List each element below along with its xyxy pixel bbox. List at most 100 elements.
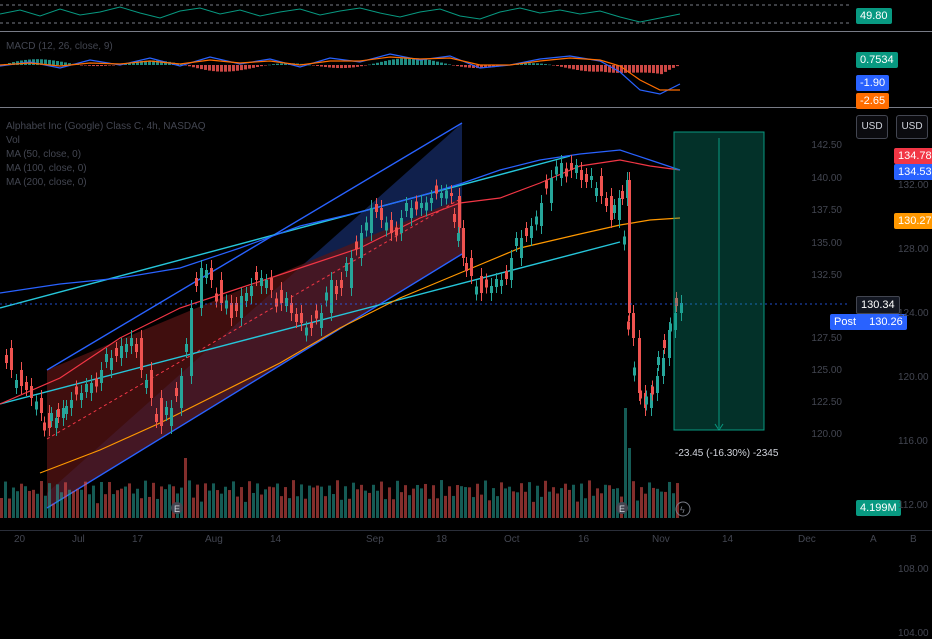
- volume-bar: [404, 485, 407, 518]
- candle-body: [335, 286, 338, 294]
- candle-body: [275, 298, 278, 307]
- time-label: Aug: [205, 534, 223, 545]
- macd-bar: [360, 65, 363, 67]
- axis-button-a[interactable]: A: [870, 534, 877, 545]
- candle-body: [300, 313, 303, 323]
- candle-body: [5, 355, 8, 363]
- volume-bar: [44, 495, 47, 518]
- macd-plot: [0, 53, 681, 95]
- macd-bar: [312, 65, 315, 66]
- macd-bar: [328, 65, 331, 68]
- volume-bar: [580, 483, 583, 518]
- volume-bar: [20, 483, 23, 518]
- macd-signal-badge: -2.65: [856, 93, 890, 109]
- volume-bar: [516, 492, 519, 518]
- volume-bar: [596, 488, 599, 518]
- macd-bar: [56, 61, 59, 65]
- candle-body: [458, 196, 461, 228]
- time-axis[interactable]: 20 Jul 17 Aug 14 Sep 18 Oct 16 Nov 14 De…: [0, 530, 932, 551]
- volume-bar: [412, 488, 415, 518]
- macd-bar: [244, 65, 247, 70]
- candle-body: [340, 280, 343, 288]
- candle-body: [130, 338, 133, 346]
- price-tick: 122.50: [811, 397, 842, 408]
- macd-bar: [280, 63, 283, 65]
- macd-bar: [656, 65, 659, 74]
- candle-body: [160, 398, 163, 426]
- candle-body: [618, 198, 621, 220]
- volume-bar: [212, 483, 215, 518]
- volume-bar: [552, 487, 555, 518]
- volume-bar: [104, 494, 107, 518]
- macd-bar: [628, 65, 631, 73]
- volume-bar: [252, 492, 255, 518]
- candle-body: [475, 286, 478, 295]
- volume-bar: [376, 490, 379, 518]
- earnings-marker-2: E: [616, 502, 628, 514]
- macd-bar: [240, 65, 243, 71]
- volume-bar: [136, 488, 139, 518]
- volume-bar: [88, 494, 91, 518]
- macd-bar: [344, 65, 347, 69]
- ma50-price-badge: 134.53: [894, 164, 932, 180]
- channel-bottom-line: [46, 253, 463, 509]
- volume-bar: [380, 481, 383, 518]
- channel-top-line: [46, 122, 463, 371]
- candle-body: [638, 338, 641, 393]
- macd-bar: [460, 65, 463, 67]
- candle-body: [135, 344, 138, 352]
- macd-bar: [400, 58, 403, 65]
- time-label: Sep: [366, 534, 384, 545]
- macd-bar: [572, 65, 575, 70]
- macd-bar: [220, 65, 223, 72]
- macd-bar: [376, 62, 379, 65]
- volume-bar: [272, 487, 275, 518]
- volume-bar: [200, 501, 203, 518]
- volume-bar: [204, 483, 207, 518]
- ma100-line: [0, 149, 681, 294]
- macd-bar: [624, 65, 627, 73]
- candle-body: [40, 398, 43, 413]
- macd-pane[interactable]: MACD (12, 26, close, 9): [0, 32, 850, 107]
- axis-button-b[interactable]: B: [910, 534, 917, 545]
- pane-separator[interactable]: [0, 31, 932, 32]
- candle-body: [350, 258, 353, 288]
- candle-body: [200, 268, 203, 308]
- candle-body: [410, 208, 413, 218]
- candle-body: [10, 348, 13, 370]
- candle-body: [400, 218, 403, 233]
- currency-button-left[interactable]: USD: [856, 115, 888, 139]
- macd-bar: [268, 64, 271, 66]
- macd-bar: [148, 60, 151, 65]
- volume-bar: [284, 487, 287, 518]
- macd-bar: [488, 65, 491, 68]
- volume-bar: [168, 484, 171, 518]
- rsi-pane[interactable]: [0, 0, 850, 31]
- price-scale[interactable]: 49.80 0.7534 -1.90 -2.65 USD USD 134.78 …: [830, 0, 932, 639]
- candle-body: [435, 185, 438, 194]
- candle-body: [570, 163, 573, 170]
- macd-bar: [40, 59, 43, 65]
- volume-bar: [48, 483, 51, 518]
- currency-button-right[interactable]: USD: [896, 115, 928, 139]
- volume-bar: [196, 484, 199, 518]
- price-pane[interactable]: Alphabet Inc (Google) Class C, 4h, NASDA…: [0, 108, 850, 530]
- volume-bar: [624, 408, 627, 518]
- candle-body: [20, 370, 23, 386]
- macd-bar: [228, 65, 231, 72]
- volume-bar: [192, 497, 195, 518]
- volume-bar: [324, 496, 327, 518]
- rsi-plot: [0, 4, 850, 24]
- volume-bar: [628, 448, 631, 518]
- macd-bar: [320, 65, 323, 67]
- volume-bar: [544, 480, 547, 518]
- candle-body: [663, 340, 666, 348]
- macd-bar: [80, 65, 83, 66]
- volume-badge: 4.199M: [856, 500, 901, 516]
- volume-bar: [476, 483, 479, 518]
- pane-separator[interactable]: [0, 107, 932, 108]
- volume-bar: [276, 483, 279, 518]
- candle-body: [240, 296, 243, 318]
- candle-body: [430, 198, 433, 203]
- volume-bar: [188, 480, 191, 518]
